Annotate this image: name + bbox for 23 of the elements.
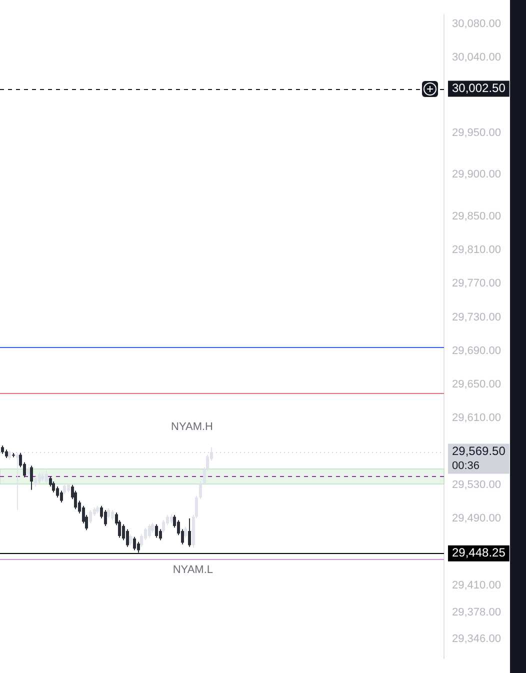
y-tick-label: 29,810.00 xyxy=(452,244,501,256)
y-tick-label: 29,490.00 xyxy=(452,512,501,524)
y-tick-label: 29,950.00 xyxy=(452,126,501,139)
y-tick-label: 29,770.00 xyxy=(452,278,501,290)
y-tick-label: 29,610.00 xyxy=(452,412,501,424)
ref-line-label: 30,002.50 xyxy=(452,81,506,96)
y-tick-label: 29,730.00 xyxy=(452,311,501,324)
y-tick-label: 30,040.00 xyxy=(452,51,501,64)
ref-line-label: 29,448.25 xyxy=(452,546,506,560)
y-tick-label: 29,850.00 xyxy=(452,210,501,223)
annotation: NYAM.H xyxy=(171,421,214,434)
y-tick-label: 29,530.00 xyxy=(452,478,501,491)
y-tick-label: 30,080.00 xyxy=(452,18,501,30)
y-tick-label: 29,900.00 xyxy=(452,168,501,181)
y-tick-label: 29,650.00 xyxy=(452,378,501,390)
candlestick xyxy=(16,453,19,510)
y-tick-label: 29,690.00 xyxy=(452,344,501,357)
y-tick-label: 29,346.00 xyxy=(452,633,501,646)
text: 00:36 xyxy=(452,460,480,472)
ref-line-label: 29,569.50 xyxy=(452,444,506,458)
y-tick-label: 29,378.00 xyxy=(452,606,501,618)
annotation: NYAM.L xyxy=(172,564,213,576)
y-tick-label: 29,410.00 xyxy=(452,580,501,592)
